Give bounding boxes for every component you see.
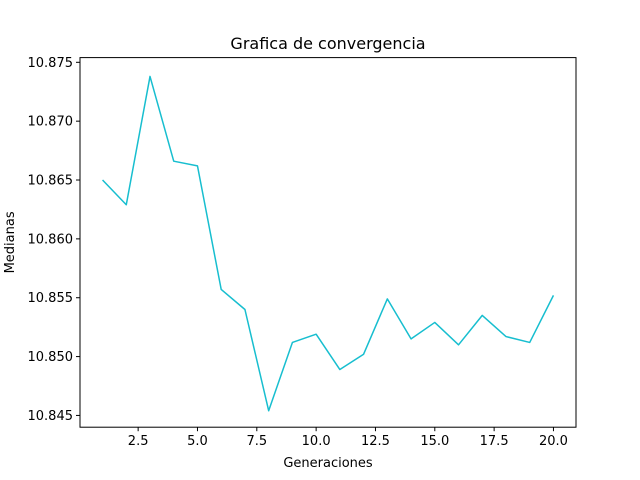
x-tick-label: 17.5 <box>480 434 509 449</box>
x-tick-label: 2.5 <box>128 434 149 449</box>
x-tick-label: 15.0 <box>420 434 449 449</box>
y-axis-title: Medianas <box>3 211 18 273</box>
x-tick-label: 7.5 <box>246 434 267 449</box>
y-tick-label: 10.855 <box>28 291 74 306</box>
x-tick-label: 5.0 <box>187 434 208 449</box>
y-tick-label: 10.845 <box>28 409 74 424</box>
x-axis-title: Generaciones <box>283 456 373 471</box>
y-tick-label: 10.850 <box>28 350 74 365</box>
y-tick-label: 10.875 <box>28 56 74 71</box>
x-tick-label: 12.5 <box>361 434 390 449</box>
y-tick-label: 10.870 <box>28 115 74 130</box>
plot-frame <box>79 57 577 428</box>
y-tick-label: 10.865 <box>28 174 74 189</box>
x-tick-label: 20.0 <box>539 434 568 449</box>
chart-title: Grafica de convergencia <box>230 34 425 53</box>
series-line <box>102 75 555 412</box>
x-tick-label: 10.0 <box>302 434 331 449</box>
y-tick-label: 10.860 <box>28 232 74 247</box>
